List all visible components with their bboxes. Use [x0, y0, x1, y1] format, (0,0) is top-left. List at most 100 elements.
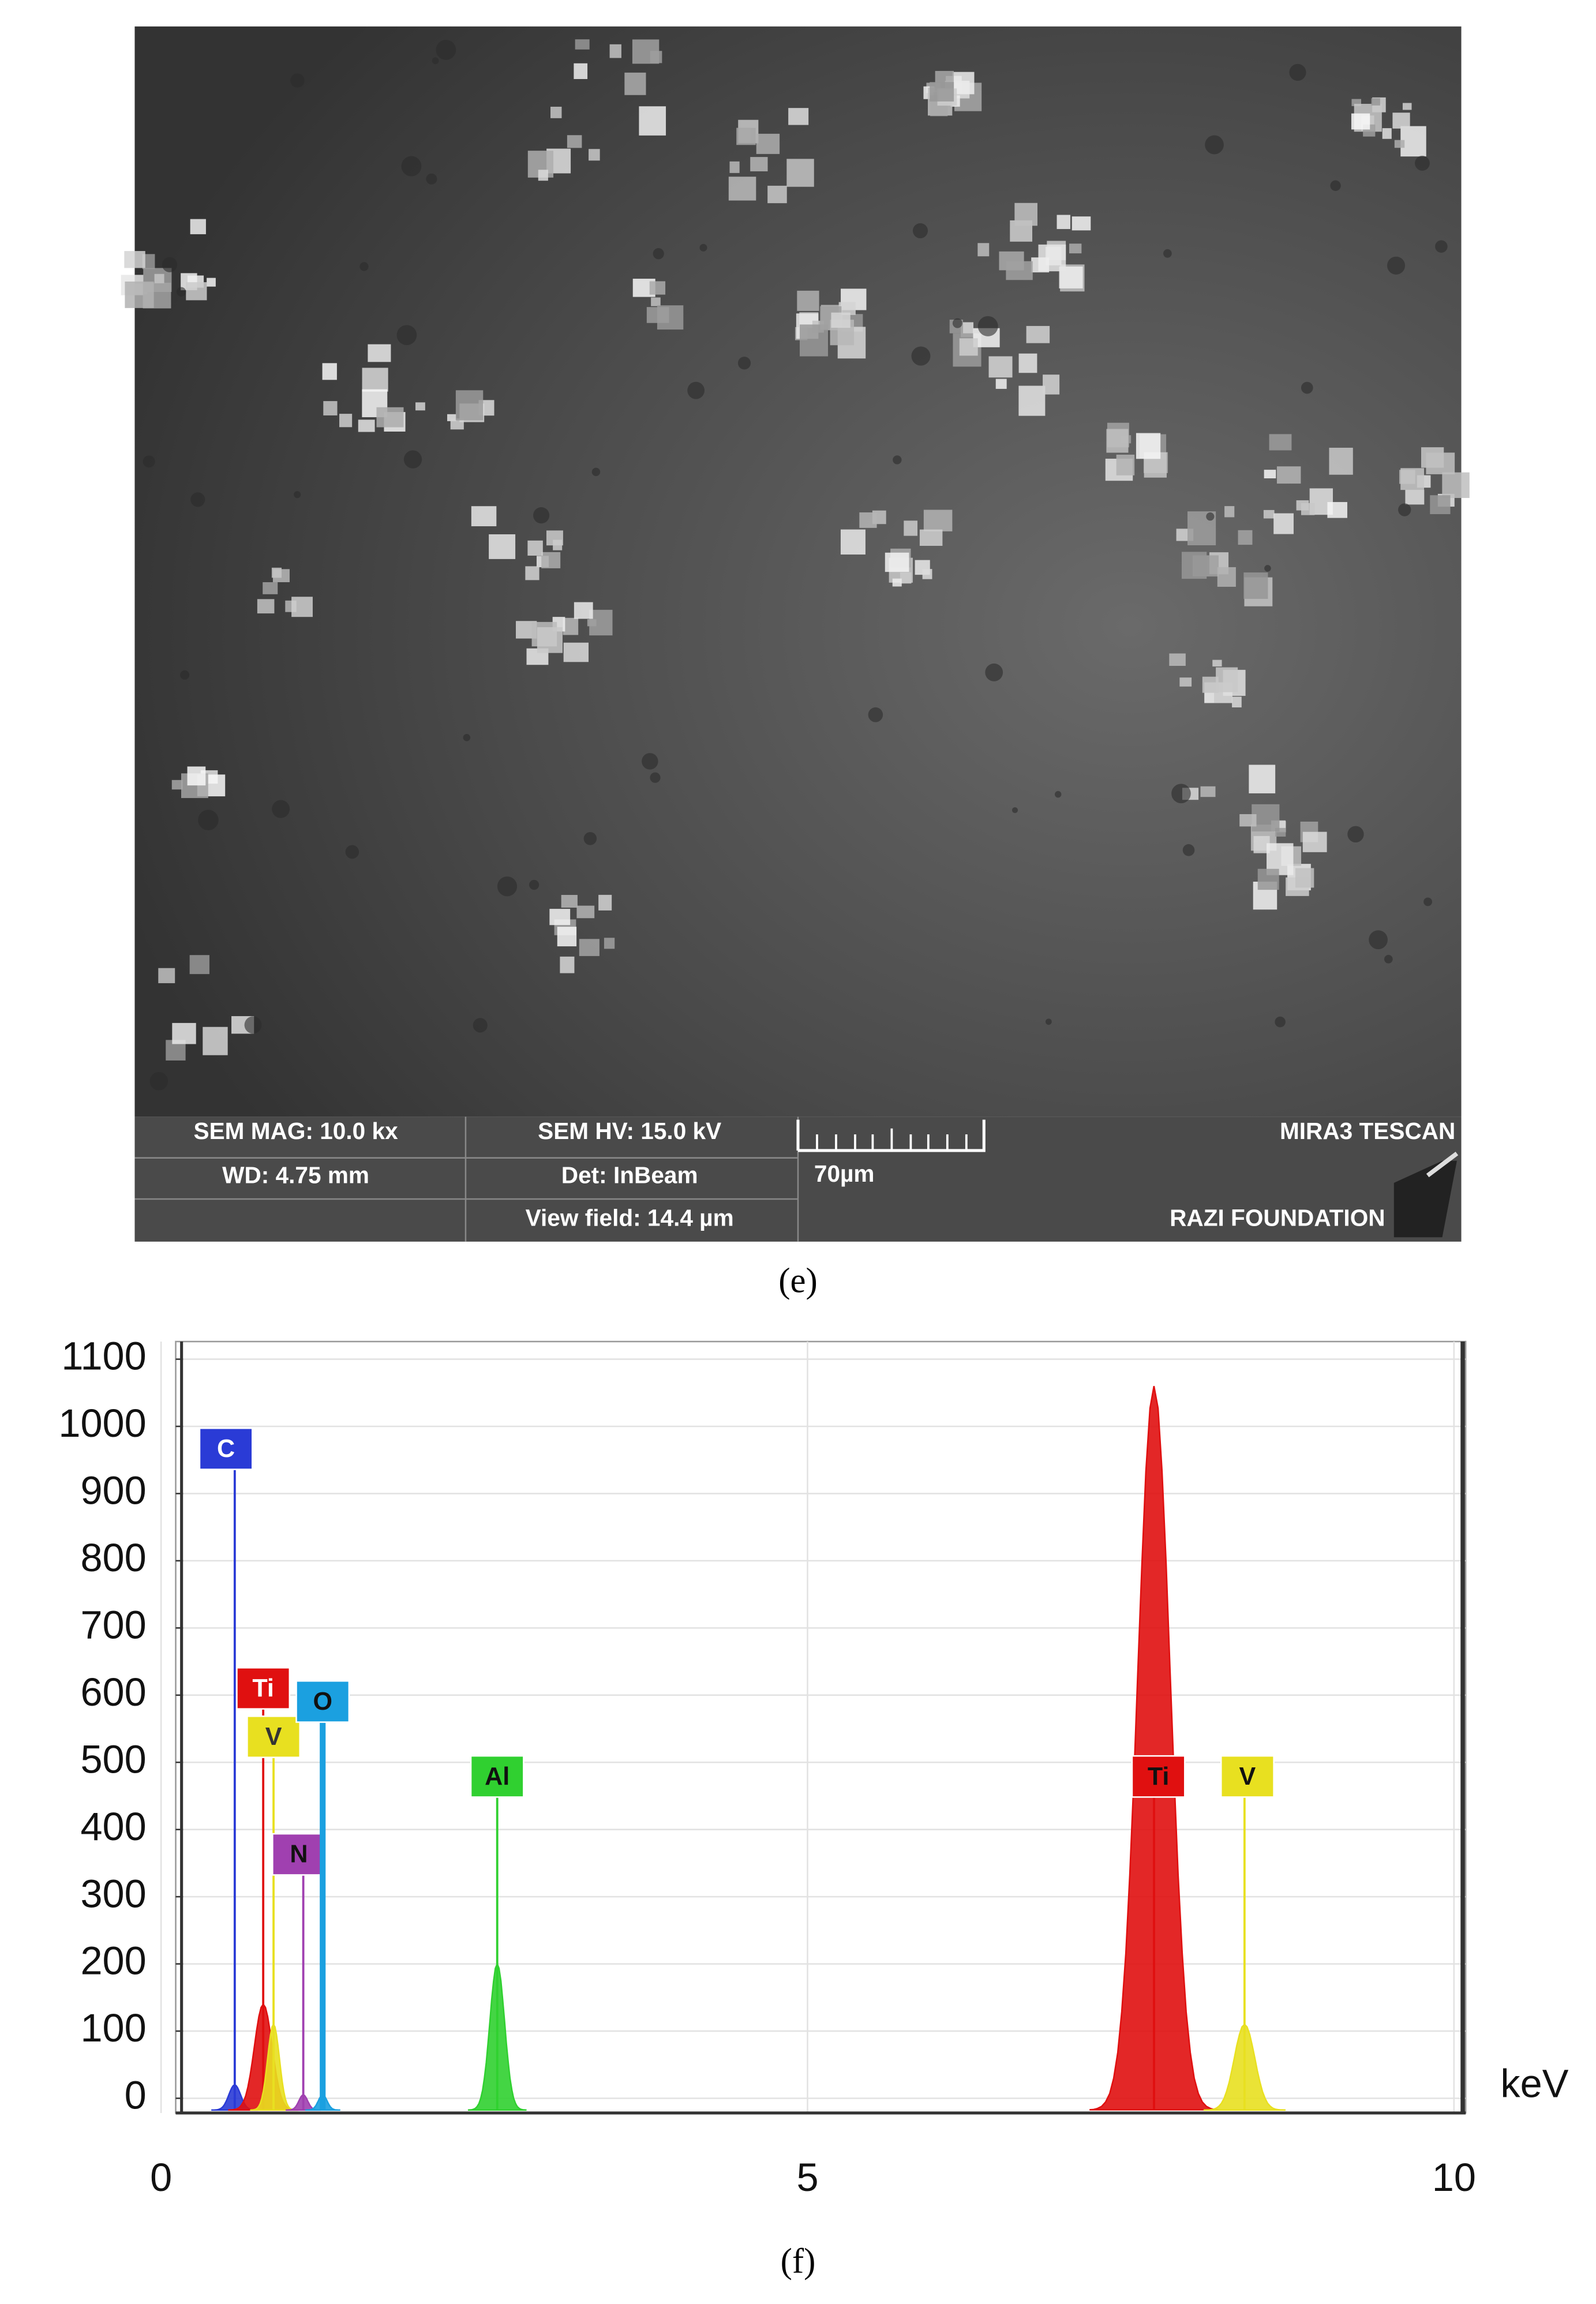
particle	[207, 278, 216, 287]
particle	[1072, 216, 1091, 231]
particle	[650, 51, 662, 63]
pit	[1206, 512, 1215, 521]
particle	[859, 512, 877, 528]
pit	[1264, 565, 1271, 572]
pit	[1435, 240, 1448, 253]
particle	[339, 414, 353, 428]
pit	[143, 455, 155, 468]
particle	[959, 338, 978, 356]
lab: RAZI FOUNDATION	[1170, 1204, 1385, 1231]
particle	[649, 281, 666, 295]
y-tick-label: 800	[80, 1535, 146, 1580]
sem-mag: SEM MAG: 10.0 kx	[194, 1118, 398, 1144]
particle	[376, 407, 404, 428]
pit	[642, 753, 658, 770]
pit	[345, 845, 359, 859]
particle	[1430, 495, 1451, 515]
particle	[840, 529, 866, 555]
pit	[149, 1072, 168, 1091]
particle	[646, 307, 669, 323]
particle	[922, 569, 932, 579]
particle	[988, 356, 1013, 378]
particle	[537, 627, 563, 653]
particle	[1014, 203, 1037, 226]
particle	[604, 938, 615, 949]
particle	[750, 157, 768, 171]
particle	[574, 63, 588, 79]
pit	[1369, 930, 1388, 950]
particle	[1371, 98, 1380, 106]
particle	[1043, 374, 1060, 395]
particle	[1232, 696, 1242, 707]
particle	[538, 170, 548, 181]
particle	[1069, 243, 1082, 254]
particle	[1006, 261, 1033, 280]
particle	[1136, 433, 1161, 459]
pit	[911, 346, 931, 366]
particle	[1216, 667, 1238, 692]
particle	[1276, 466, 1301, 484]
particle	[124, 251, 145, 268]
particle	[767, 185, 787, 204]
pit	[244, 1016, 262, 1034]
particle	[1273, 513, 1294, 534]
pit	[1384, 954, 1393, 964]
pit	[529, 879, 540, 890]
pit	[432, 57, 439, 65]
particle	[579, 939, 600, 956]
peak	[467, 1962, 527, 2111]
element-label: Ti	[252, 1674, 274, 1702]
logo	[1393, 1160, 1457, 1238]
particle	[575, 39, 590, 50]
particle	[1217, 567, 1236, 587]
element-label-box	[198, 1427, 253, 1470]
element-label: V	[1239, 1763, 1256, 1790]
peak	[1089, 1385, 1219, 2111]
particle	[1405, 489, 1425, 505]
sem-hv: SEM HV: 15.0 kV	[538, 1118, 721, 1144]
sem-info-bar: SEM MAG: 10.0 kx SEM HV: 15.0 kV MIRA3 T…	[134, 1117, 1462, 1242]
pit	[497, 876, 518, 897]
element-label: O	[313, 1688, 332, 1715]
particle	[263, 582, 278, 594]
particle	[1257, 868, 1279, 890]
element-label-box	[1220, 1755, 1275, 1798]
particle	[1400, 468, 1425, 490]
pit	[1398, 503, 1411, 516]
pit	[176, 287, 186, 297]
caption-f: (f)	[781, 2242, 816, 2280]
y-tick-label: 0	[125, 2073, 147, 2118]
y-tick-label: 600	[80, 1670, 146, 1714]
pit	[290, 73, 305, 88]
element-label-box	[236, 1667, 291, 1710]
pit	[650, 772, 661, 783]
particle	[557, 927, 577, 947]
particle	[362, 368, 388, 392]
pit	[687, 381, 705, 399]
pit	[1415, 155, 1430, 171]
pit	[1045, 1018, 1052, 1025]
element-label-box	[1131, 1755, 1186, 1798]
particle	[257, 599, 275, 614]
particle	[1106, 429, 1129, 453]
particle	[574, 602, 593, 619]
pit	[1055, 791, 1062, 798]
x-tick-label: 10	[1432, 2155, 1476, 2200]
particle	[567, 135, 582, 148]
pit	[533, 507, 550, 524]
pit	[180, 670, 190, 680]
particle	[1238, 530, 1253, 545]
particle	[1382, 128, 1392, 139]
particle	[609, 44, 621, 58]
particle	[598, 894, 612, 911]
particle	[1169, 653, 1186, 666]
pit	[1275, 1016, 1286, 1028]
particle	[271, 567, 282, 578]
pit	[396, 325, 417, 346]
particle	[186, 282, 207, 301]
sem-background	[134, 26, 1462, 1117]
pit	[272, 800, 290, 818]
particle	[549, 909, 571, 926]
spectrum-chart: 0 100 200 300 400 500 600 700 800 900 1000 1100 0 5 10…	[58, 1334, 1568, 2200]
element-label-box	[295, 1680, 350, 1723]
